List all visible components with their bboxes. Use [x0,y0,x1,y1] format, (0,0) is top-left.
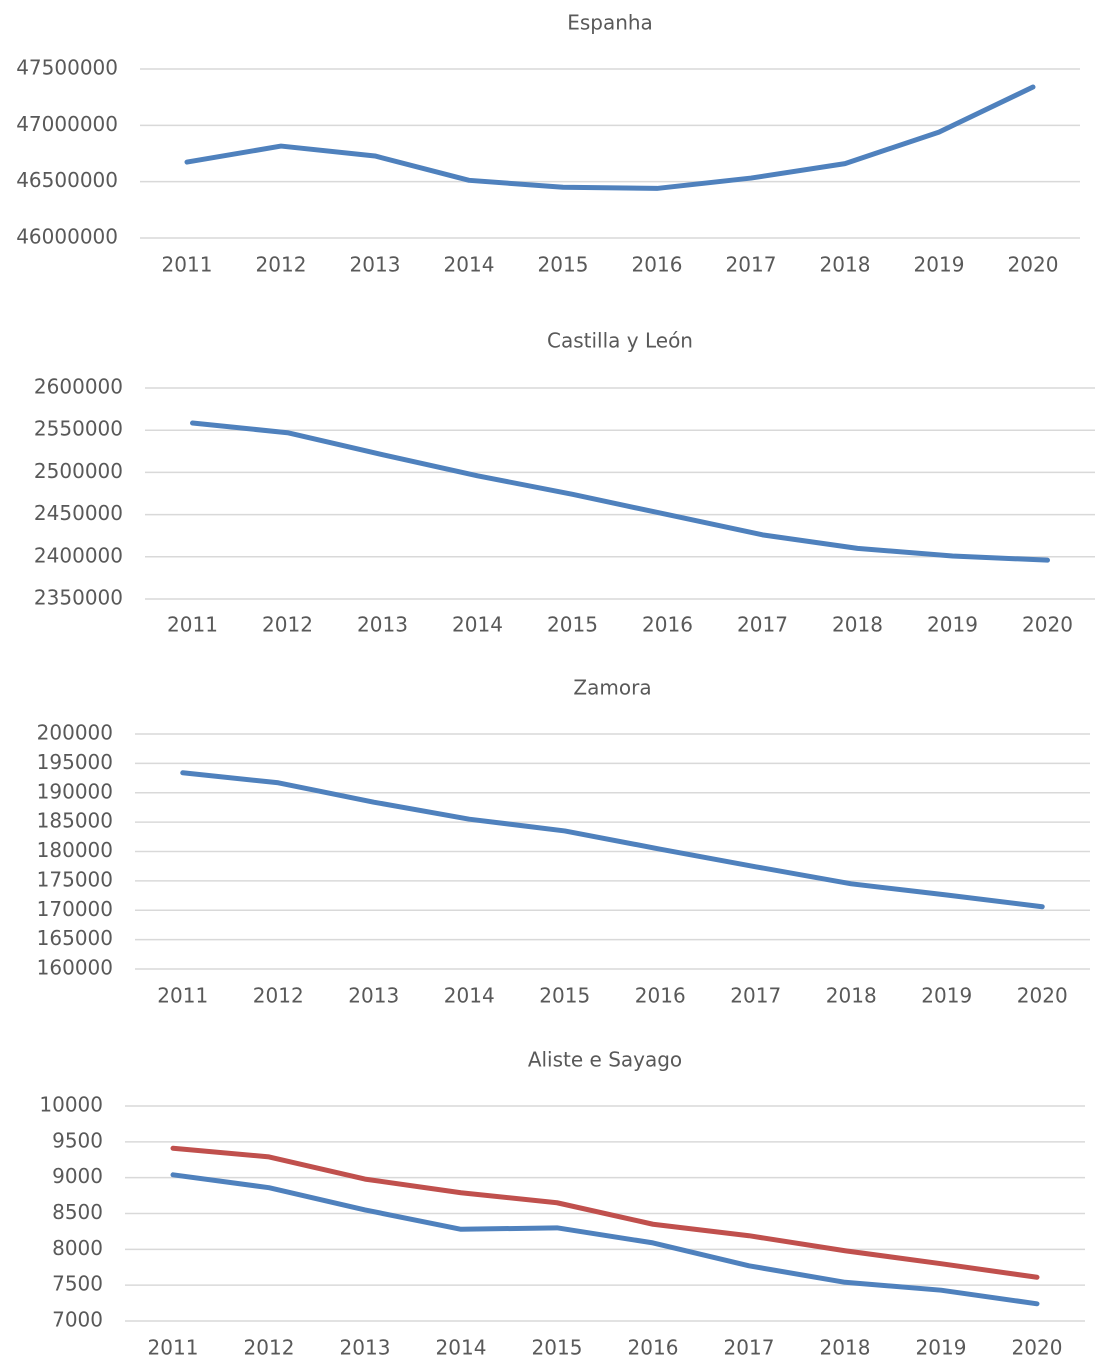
y-tick-label: 46000000 [16,225,118,249]
x-tick-label: 2014 [436,1336,487,1358]
y-tick-label: 195000 [37,750,113,774]
y-tick-label: 47500000 [16,56,118,80]
x-tick-label: 2018 [826,984,877,1008]
x-tick-label: 2012 [244,1336,295,1358]
series-line [190,420,1050,563]
x-tick-label: 2018 [832,613,883,637]
x-tick-label: 2017 [730,984,781,1008]
x-tick-label: 2016 [642,613,693,637]
x-tick-label: 2013 [350,253,401,277]
x-tick-label: 2012 [256,253,307,277]
y-tick-label: 9500 [52,1128,103,1152]
x-tick-label: 2015 [547,613,598,637]
y-tick-label: 2350000 [34,586,123,610]
series-line [184,84,1036,191]
y-tick-label: 185000 [37,809,113,833]
x-tick-label: 2016 [628,1336,679,1358]
x-tick-label: 2011 [162,253,213,277]
x-tick-label: 2013 [348,984,399,1008]
x-tick-label: 2017 [726,253,777,277]
chart: Espanha 46000000 46500000 47000000 47500000 2… [16,11,1080,277]
chart: Castilla y León 2350000 2400000 2450000 2500… [34,329,1095,637]
x-tick-label: 2013 [357,613,408,637]
x-tick-label: 2017 [737,613,788,637]
y-tick-label: 9000 [52,1164,103,1188]
x-tick-label: 2019 [914,253,965,277]
x-tick-label: 2014 [444,253,495,277]
y-tick-label: 180000 [37,838,113,862]
x-tick-label: 2017 [724,1336,775,1358]
x-tick-label: 2012 [253,984,304,1008]
x-tick-label: 2020 [1008,253,1059,277]
y-tick-label: 190000 [37,779,113,803]
chart-title: Aliste e Sayago [528,1048,682,1072]
chart-title: Zamora [573,676,651,700]
chart-title: Espanha [567,11,653,35]
x-tick-label: 2011 [148,1336,199,1358]
series-line [180,770,1045,910]
y-tick-label: 2400000 [34,543,123,567]
x-tick-label: 2019 [927,613,978,637]
chart-title: Castilla y León [547,329,693,353]
series-line [170,1145,1040,1280]
y-tick-label: 8000 [52,1236,103,1260]
x-tick-label: 2011 [167,613,218,637]
x-tick-label: 2014 [452,613,503,637]
y-tick-label: 2450000 [34,501,123,525]
y-tick-label: 10000 [39,1093,103,1117]
y-tick-label: 200000 [37,721,113,745]
y-tick-label: 47000000 [16,112,118,136]
x-tick-label: 2018 [820,1336,871,1358]
y-tick-label: 170000 [37,897,113,921]
y-tick-label: 2500000 [34,459,123,483]
x-tick-label: 2015 [539,984,590,1008]
chart: Aliste e Sayago 7000 7500 8000 8500 9000 9500 1… [39,1048,1085,1358]
y-tick-label: 165000 [37,926,113,950]
x-tick-label: 2015 [532,1336,583,1358]
x-tick-label: 2020 [1012,1336,1063,1358]
y-tick-label: 160000 [37,956,113,980]
x-tick-label: 2014 [444,984,495,1008]
x-tick-label: 2016 [632,253,683,277]
y-tick-label: 8500 [52,1200,103,1224]
chart: Zamora 160000 165000 170000 175000 180000 1850… [37,676,1090,1008]
x-tick-label: 2020 [1017,984,1068,1008]
x-tick-label: 2016 [635,984,686,1008]
x-tick-label: 2019 [916,1336,967,1358]
y-tick-label: 2600000 [34,375,123,399]
x-tick-label: 2020 [1022,613,1073,637]
x-tick-label: 2018 [820,253,871,277]
series-line [170,1172,1040,1307]
x-tick-label: 2019 [921,984,972,1008]
y-tick-label: 175000 [37,867,113,891]
x-tick-label: 2013 [340,1336,391,1358]
x-tick-label: 2015 [538,253,589,277]
y-tick-label: 7500 [52,1272,103,1296]
y-tick-label: 46500000 [16,168,118,192]
x-tick-label: 2011 [157,984,208,1008]
y-tick-label: 7000 [52,1308,103,1332]
y-tick-label: 2550000 [34,417,123,441]
x-tick-label: 2012 [262,613,313,637]
